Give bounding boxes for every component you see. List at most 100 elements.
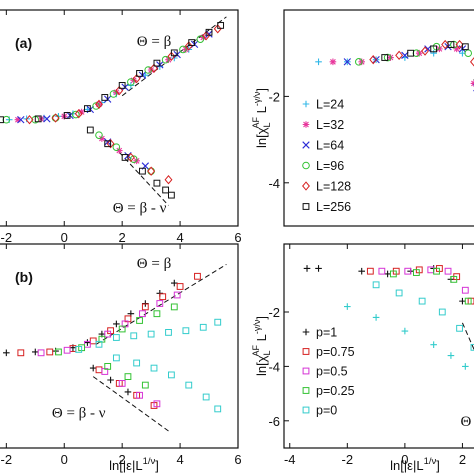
data-point-p-0-5: [63, 346, 71, 354]
data-point-p-0-75: [17, 349, 25, 357]
slope-annotation: Θ = β - ν: [113, 200, 167, 216]
data-point-l-64: [43, 115, 51, 123]
data-point-l-256: [101, 94, 109, 101]
data-point-l-256: [167, 191, 175, 199]
data-point-l-256: [447, 41, 455, 48]
data-point-p-0: [182, 327, 190, 335]
data-point-l-32: [115, 147, 123, 154]
data-point-l-96: [161, 55, 170, 64]
data-point-l-128: [167, 51, 176, 61]
data-point-l-96: [464, 49, 472, 58]
x-axis-label: ln[|ε|L1/ν]: [109, 456, 159, 473]
data-point-l-96: [179, 45, 187, 54]
data-point-l-128: [369, 55, 378, 65]
axes-frame: [283, 9, 474, 227]
data-point-p-0: [165, 329, 172, 336]
y-tick-label: -2: [268, 89, 280, 104]
data-point-l-64: [343, 58, 352, 66]
data-point-l-128: [164, 175, 173, 185]
data-point-l-128: [421, 46, 429, 56]
y-tick-label: -4: [268, 176, 280, 191]
y-tick-label: -6: [268, 414, 280, 429]
data-point-l-256: [188, 39, 196, 46]
slope-annotation: Θ = β - ν: [52, 405, 106, 421]
data-point-p-0-75: [194, 272, 201, 280]
data-point-l-128: [184, 41, 193, 51]
data-point-l-32: [470, 80, 474, 87]
legend: p=1 p=0.75 p=0.5 p=0.25 p=0: [302, 326, 355, 418]
data-point-p-1: [170, 279, 178, 287]
legend-marker: [302, 387, 310, 394]
data-point-l-256: [153, 59, 161, 67]
data-point-p-0-: [462, 363, 469, 370]
data-point-l-64: [424, 45, 432, 53]
legend-entry: p=0: [316, 404, 337, 418]
data-point-l-256: [461, 43, 469, 51]
data-point-l-256: [34, 115, 42, 123]
x-tick-label: 6: [234, 230, 241, 245]
data-point-l-128: [74, 109, 83, 119]
data-point-p-0: [133, 359, 141, 367]
legend-entry: p=1: [316, 326, 337, 340]
x-tick-label: 2: [459, 452, 466, 467]
data-point-l-128: [51, 113, 60, 123]
data-point-l-128: [126, 152, 135, 163]
data-point-p-0-75: [141, 303, 149, 311]
axes-frame: [0, 9, 239, 227]
data-point-p-1: [124, 388, 132, 396]
data-point-p-1: [358, 267, 366, 275]
data-points: [315, 39, 474, 92]
data-point-p-0-5: [153, 400, 161, 408]
data-point-l-128: [115, 85, 124, 96]
data-point-p-0-5: [461, 286, 469, 294]
data-point-l-128: [147, 166, 156, 176]
data-point-l-256: [104, 140, 112, 148]
data-point-l-96: [112, 143, 121, 151]
x-axis-label: ln[|ε|L1/ν]: [390, 456, 440, 473]
data-point-l-32: [453, 45, 460, 53]
data-point-p-0: [214, 405, 222, 413]
y-tick-label: -2: [268, 305, 280, 320]
data-point-p-0-25: [450, 275, 458, 283]
data-point-p-1: [107, 376, 114, 384]
data-point-l-256: [205, 28, 213, 36]
data-point-p-0-: [430, 341, 437, 348]
data-point-p-0-5: [156, 300, 164, 307]
data-point-p-0-5: [104, 330, 112, 338]
data-point-p-0: [112, 354, 120, 362]
data-point-p-0-25: [389, 270, 397, 278]
panel-label: (a): [15, 35, 32, 51]
data-point-p-0: [202, 393, 210, 401]
data-point-p-1: [31, 348, 39, 356]
data-point-l-256: [0, 116, 4, 124]
data-point-p-0-5: [173, 291, 181, 299]
data-point-p-1: [459, 297, 466, 305]
slope-guide-line: [118, 151, 169, 206]
data-point-p-0-5: [444, 267, 452, 275]
data-point-l-96: [72, 110, 80, 119]
legend-entry: L=256: [316, 200, 351, 214]
data-point-l-256: [118, 82, 126, 89]
data-point-l-96: [196, 35, 205, 43]
data-point-l-64: [205, 30, 213, 38]
data-point-p-0-25: [141, 381, 149, 389]
data-point-l-64: [401, 51, 409, 60]
panel-label: (b): [15, 269, 33, 285]
data-point-l-128: [213, 24, 222, 34]
data-point-l-256: [136, 70, 143, 77]
legend-entry: p=0.75: [316, 345, 355, 359]
data-point-l-256: [407, 49, 415, 57]
x-tick-label: 2: [119, 230, 126, 245]
data-points: [3, 272, 222, 413]
data-point-l-256: [430, 45, 438, 53]
legend-entry: L=64: [316, 139, 344, 153]
slope-annotation: Θ = β: [137, 256, 171, 272]
data-point-p-0: [456, 324, 463, 332]
data-point-p-1: [384, 270, 391, 278]
data-point-l-256: [381, 54, 389, 61]
data-point-l-96: [92, 102, 100, 110]
x-tick-label: 0: [61, 452, 68, 467]
data-point-l-24: [315, 58, 322, 66]
data-point-l-32: [78, 108, 85, 116]
data-points: [0, 22, 225, 199]
